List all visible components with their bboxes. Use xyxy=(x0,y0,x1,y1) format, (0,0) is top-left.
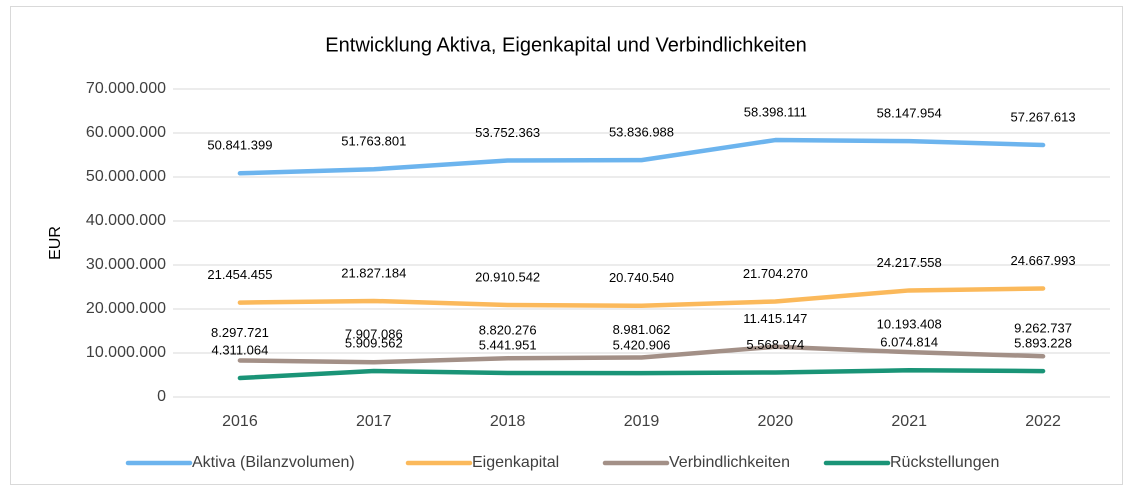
data-label: 8.820.276 xyxy=(479,323,537,338)
y-tick-label: 60.000.000 xyxy=(86,124,166,141)
data-label: 21.827.184 xyxy=(341,265,406,280)
data-label: 20.910.542 xyxy=(475,269,540,284)
series-line xyxy=(237,137,1046,176)
x-tick-label: 2022 xyxy=(1025,413,1061,430)
y-tick-label: 70.000.000 xyxy=(86,80,166,97)
y-tick-label: 20.000.000 xyxy=(86,300,166,317)
data-label: 24.667.993 xyxy=(1011,253,1076,268)
data-label: 5.441.951 xyxy=(479,337,537,352)
data-label: 24.217.558 xyxy=(877,255,942,270)
data-label: 58.398.111 xyxy=(744,104,807,119)
x-tick-label: 2020 xyxy=(758,413,794,430)
x-tick-label: 2016 xyxy=(222,413,258,430)
y-tick-label: 40.000.000 xyxy=(86,212,166,229)
data-label: 6.074.814 xyxy=(880,335,938,350)
series-line xyxy=(237,286,1046,308)
x-tick-label: 2021 xyxy=(891,413,927,430)
legend-label: Aktiva (Bilanzvolumen) xyxy=(192,454,355,471)
data-label: 57.267.613 xyxy=(1011,109,1076,124)
data-label: 58.147.954 xyxy=(877,106,942,121)
data-label: 5.420.906 xyxy=(613,338,671,353)
data-label: 5.909.562 xyxy=(345,335,403,350)
legend-label: Rückstellungen xyxy=(890,454,999,471)
y-tick-label: 0 xyxy=(157,388,166,405)
data-label: 5.893.228 xyxy=(1014,336,1072,351)
y-tick-label: 10.000.000 xyxy=(86,344,166,361)
x-tick-label: 2018 xyxy=(490,413,526,430)
data-label: 50.841.399 xyxy=(207,138,272,153)
data-label: 53.836.988 xyxy=(609,125,674,140)
data-label: 5.568.974 xyxy=(746,337,804,352)
y-axis-label: EUR xyxy=(47,226,64,260)
y-tick-label: 30.000.000 xyxy=(86,256,166,273)
data-label: 21.454.455 xyxy=(207,267,272,282)
legend-label: Verbindlichkeiten xyxy=(669,454,790,471)
data-label: 10.193.408 xyxy=(877,317,942,332)
data-label: 8.297.721 xyxy=(211,325,269,340)
y-tick-label: 50.000.000 xyxy=(86,168,166,185)
x-tick-label: 2017 xyxy=(356,413,392,430)
data-label: 4.311.064 xyxy=(211,342,268,357)
series-line xyxy=(237,344,1046,365)
data-label: 20.740.540 xyxy=(609,270,674,285)
legend-label: Eigenkapital xyxy=(472,454,559,471)
data-label: 21.704.270 xyxy=(743,266,808,281)
data-label: 51.763.801 xyxy=(341,134,406,149)
data-label: 8.981.062 xyxy=(613,322,671,337)
chart-border xyxy=(10,6,1123,485)
series-line xyxy=(237,368,1046,381)
data-label: 11.415.147 xyxy=(743,311,807,326)
x-tick-label: 2019 xyxy=(624,413,660,430)
data-label: 7.907.086 xyxy=(345,327,403,342)
data-label: 9.262.737 xyxy=(1014,321,1072,336)
chart-title: Entwicklung Aktiva, Eigenkapital und Ver… xyxy=(325,34,806,56)
data-label: 53.752.363 xyxy=(475,125,540,140)
